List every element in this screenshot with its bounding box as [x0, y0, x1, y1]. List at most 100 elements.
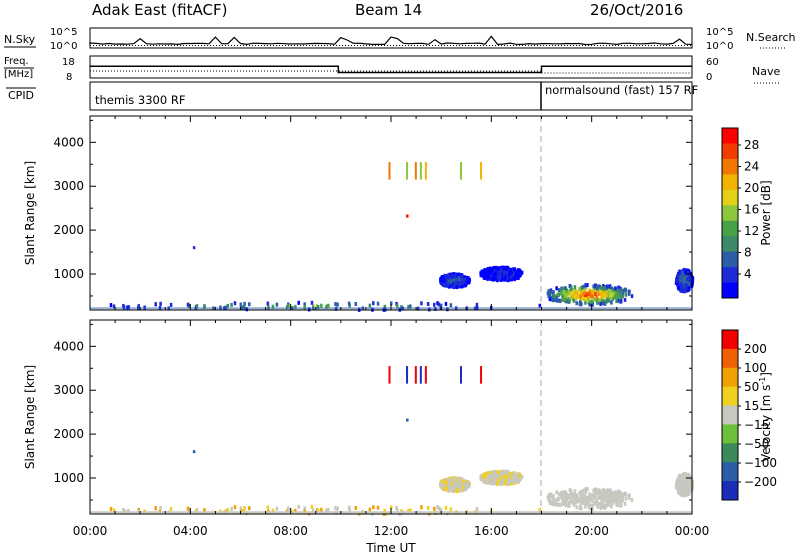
velocity-cell	[579, 494, 582, 499]
velocity-cell	[496, 479, 500, 484]
power-cell	[567, 291, 570, 296]
power-cell	[390, 301, 393, 306]
power-cell	[239, 302, 243, 307]
velocity-cell	[507, 479, 511, 484]
velocity-cell	[576, 499, 580, 504]
power-cell	[586, 283, 589, 288]
velocity-cell	[578, 498, 582, 503]
power-cell	[590, 299, 594, 304]
x-tick-label: 08:00	[273, 524, 308, 538]
power-cell	[441, 281, 445, 286]
power-cell	[454, 280, 458, 285]
velocity-cell	[447, 479, 451, 484]
velocity-cell	[621, 495, 625, 500]
velocity-cell	[499, 476, 502, 481]
velocity-cell	[602, 505, 605, 510]
power-cell	[579, 290, 582, 295]
velocity-cell	[598, 501, 602, 506]
power-cell	[575, 301, 578, 306]
power-cell	[568, 296, 571, 301]
velocity-cell	[468, 481, 471, 486]
velocity-colorbar-label: Velocity [m s-1]	[758, 372, 773, 462]
power-cell	[481, 270, 485, 275]
power-cell	[439, 277, 442, 282]
velocity-cell	[449, 507, 453, 512]
power-cell	[297, 300, 300, 305]
velocity-cell	[580, 492, 584, 497]
velocity-cell	[683, 483, 687, 488]
colorbar-tick-label: −200	[744, 475, 777, 489]
velocity-cell	[502, 481, 505, 486]
velocity-cell	[621, 492, 624, 497]
velocity-cell	[597, 495, 600, 500]
velocity-cell	[407, 508, 410, 513]
power-cell	[285, 305, 289, 310]
power-streak	[424, 162, 427, 180]
velocity-cell	[336, 506, 339, 511]
colorbar-swatch	[722, 158, 738, 175]
power-cell	[395, 301, 398, 306]
power-cell	[560, 291, 563, 296]
velocity-cell	[512, 477, 515, 482]
velocity-cell	[681, 474, 684, 479]
power-cell	[603, 292, 606, 297]
power-cell	[607, 292, 610, 297]
velocity-cell	[619, 503, 623, 508]
velocity-cell	[376, 505, 380, 510]
power-cell	[496, 268, 500, 273]
power-cell	[608, 284, 612, 289]
power-cell	[578, 294, 582, 299]
velocity-cell	[559, 503, 562, 508]
power-cell	[504, 266, 508, 271]
power-cell	[203, 304, 206, 309]
colorbar-swatch	[722, 205, 738, 222]
power-cell	[510, 269, 514, 274]
velocity-cell	[368, 507, 372, 512]
velocity-cell	[611, 496, 615, 501]
velocity-cell	[614, 499, 617, 504]
power-cell	[468, 277, 471, 282]
power-cell	[686, 268, 690, 273]
velocity-cell	[445, 480, 448, 485]
power-cell	[504, 275, 507, 280]
velocity-cell	[570, 499, 574, 504]
velocity-cell	[677, 487, 681, 492]
velocity-cell	[547, 498, 550, 503]
velocity-cell	[488, 470, 492, 475]
velocity-cell	[501, 476, 505, 481]
velocity-cell	[594, 496, 597, 501]
velocity-cell	[109, 507, 113, 512]
velocity-cell	[409, 508, 412, 513]
power-cell	[677, 283, 681, 288]
velocity-cell	[448, 486, 452, 491]
velocity-cell	[488, 475, 492, 480]
date-title: 26/Oct/2016	[590, 1, 683, 19]
power-cell	[574, 294, 577, 299]
velocity-cell	[320, 507, 323, 512]
power-cell	[677, 273, 680, 278]
power-cell	[580, 288, 584, 293]
velocity-cell	[512, 475, 516, 480]
velocity-cell	[465, 482, 468, 487]
velocity-point	[406, 418, 409, 422]
velocity-cell	[568, 500, 571, 505]
velocity-cell	[520, 474, 524, 479]
power-cell	[588, 302, 592, 307]
cpid-segment-2: normalsound (fast) 157 RF	[545, 83, 698, 97]
power-cell	[594, 292, 597, 297]
freq-label: Freq.	[4, 56, 29, 67]
power-streak	[419, 162, 422, 180]
colorbar-swatch	[722, 220, 738, 237]
power-point	[192, 246, 196, 250]
y-tick-label: 3000	[53, 383, 84, 397]
velocity-cell	[294, 508, 297, 513]
power-cell	[467, 279, 471, 284]
power-cell	[555, 286, 558, 291]
colorbar-swatch	[722, 236, 738, 253]
velocity-cell	[584, 490, 588, 495]
power-cell	[245, 307, 249, 312]
x-tick-label: 16:00	[474, 524, 509, 538]
velocity-cell	[617, 499, 620, 504]
power-cell	[494, 271, 497, 276]
velocity-cell	[441, 482, 444, 487]
